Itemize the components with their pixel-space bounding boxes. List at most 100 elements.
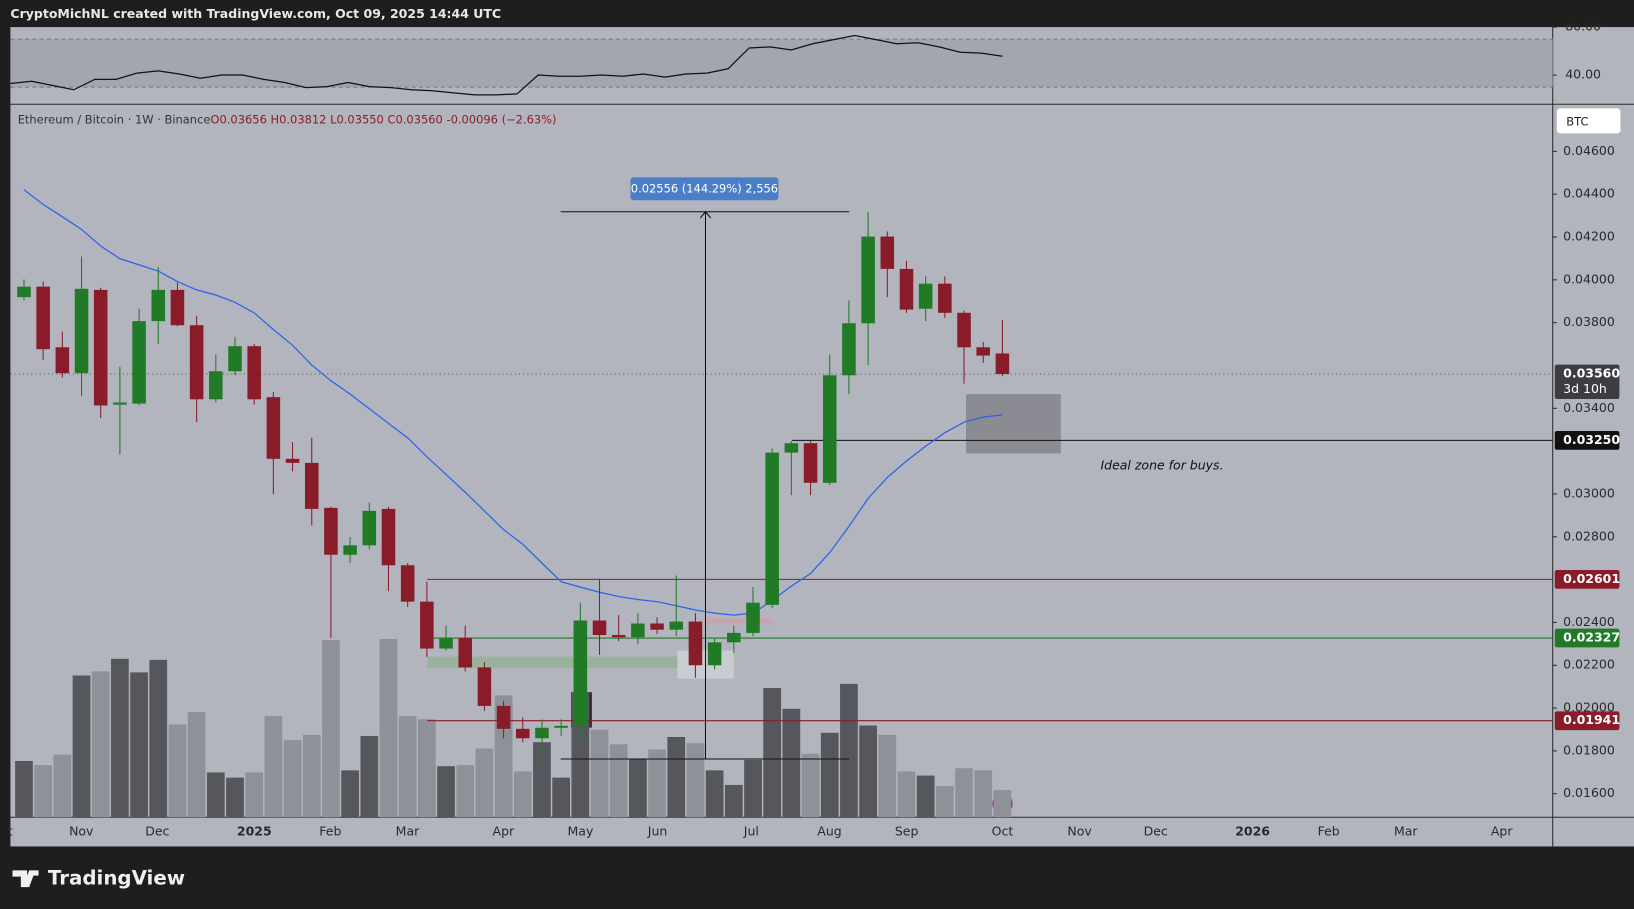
candle-body <box>727 632 741 643</box>
volume-bar <box>552 777 571 818</box>
volume-bar <box>686 743 705 818</box>
candle-body <box>784 443 799 453</box>
candle-body <box>822 375 837 483</box>
volume-bar <box>590 729 609 818</box>
volume-bar <box>667 736 686 818</box>
measure-arrow <box>699 210 712 219</box>
x-tick-label: Oct <box>992 823 1014 838</box>
y-tick-label: 0.02800 <box>1563 528 1615 543</box>
volume-bar <box>149 659 168 818</box>
ohlc-legend: O0.03656 H0.03812 L0.03550 C0.03560 -0.0… <box>211 112 557 126</box>
candle-body <box>36 286 50 350</box>
candle-body <box>516 728 530 739</box>
volume-bar <box>782 708 801 818</box>
price-label-bg <box>1554 628 1620 648</box>
candle-body <box>669 621 684 630</box>
candle-body <box>631 623 645 638</box>
volume-bar <box>245 772 264 818</box>
x-tick-label: Nov <box>69 823 94 838</box>
volume-bar <box>820 732 839 818</box>
candle-body <box>458 638 472 668</box>
price-label: 0.02327 <box>1563 630 1620 645</box>
x-tick-label: Apr <box>1491 823 1513 838</box>
candle-body <box>74 288 89 374</box>
volume-bar <box>840 683 858 818</box>
candle-body <box>573 620 588 726</box>
x-tick-label: Jun <box>647 823 668 838</box>
y-tick-label: 0.04000 <box>1563 271 1615 286</box>
candle-body <box>189 325 204 400</box>
y-tick-label: 0.04600 <box>1563 143 1615 158</box>
symbol: Ethereum / Bitcoin · 1W · Binance <box>18 112 211 126</box>
x-tick-label: Feb <box>319 823 341 838</box>
candle-body <box>765 452 779 605</box>
volume-bar <box>379 639 398 818</box>
volume-bar <box>53 754 72 818</box>
volume-bar <box>744 759 762 818</box>
volume-bar <box>993 790 1012 818</box>
candle-body <box>400 565 415 602</box>
candle-body <box>842 323 856 376</box>
zone <box>704 618 774 625</box>
candle-body <box>938 283 952 313</box>
volume-bar <box>705 770 724 818</box>
volume-bar <box>111 658 129 818</box>
candle-body <box>918 283 933 309</box>
candle-body <box>420 601 434 649</box>
countdown: 3d 10h <box>1563 381 1607 396</box>
candle-body <box>17 286 31 298</box>
candle-body <box>496 705 511 729</box>
volume-bar <box>456 765 475 818</box>
header: CryptoMichNL created with TradingView.co… <box>10 6 501 21</box>
measure-label-bg <box>630 177 779 201</box>
volume-bar <box>168 724 187 818</box>
y-tick-label: 0.03800 <box>1563 314 1615 329</box>
volume-bar <box>763 688 782 818</box>
candle-body <box>688 621 703 666</box>
candle-body <box>285 458 300 463</box>
candle-body <box>707 642 722 666</box>
candle-body <box>554 725 568 728</box>
volume-bar <box>475 748 494 818</box>
candle-body <box>113 402 127 405</box>
volume-bar <box>533 742 551 818</box>
volume-bar <box>72 675 91 818</box>
volume-bar <box>513 771 532 818</box>
volume-bar <box>417 719 436 818</box>
x-tick-label: Aug <box>817 823 841 838</box>
annotation: Ideal zone for buys. <box>1100 457 1223 472</box>
volume-bar <box>130 672 148 818</box>
candle-body <box>362 510 377 546</box>
x-tick-label: t <box>8 823 13 838</box>
x-tick-label: 2026 <box>1235 823 1270 838</box>
candle-body <box>228 346 242 372</box>
zone <box>427 656 678 669</box>
candle-body <box>132 321 146 404</box>
candle-body <box>343 545 357 555</box>
logo: TradingView <box>12 866 185 889</box>
currency-button[interactable] <box>1556 108 1621 134</box>
rsi-line <box>10 34 1003 96</box>
price-label: 0.02601 <box>1563 571 1620 586</box>
candle-body <box>304 462 319 509</box>
rsi-band <box>10 39 1553 88</box>
volume-bar <box>206 772 225 818</box>
volume-bar <box>801 753 820 818</box>
candle-body <box>381 508 396 566</box>
measure-label: 0.02556 (144.29%) 2,556 <box>631 181 778 195</box>
volume-bar <box>15 760 33 818</box>
volume-bar <box>91 671 110 818</box>
volume-bar <box>955 768 973 818</box>
volume-bar <box>226 777 244 818</box>
x-tick-label: Apr <box>493 823 515 838</box>
price-label: 0.01941 <box>1563 712 1620 727</box>
volume-bar <box>302 734 321 818</box>
candle-body <box>880 236 895 269</box>
candle-body <box>55 347 70 374</box>
x-tick-label: Nov <box>1067 823 1092 838</box>
candle-body <box>439 638 453 649</box>
candle-body <box>266 397 281 459</box>
price-label-bg <box>1554 364 1620 400</box>
x-tick-label: Jul <box>743 823 759 838</box>
